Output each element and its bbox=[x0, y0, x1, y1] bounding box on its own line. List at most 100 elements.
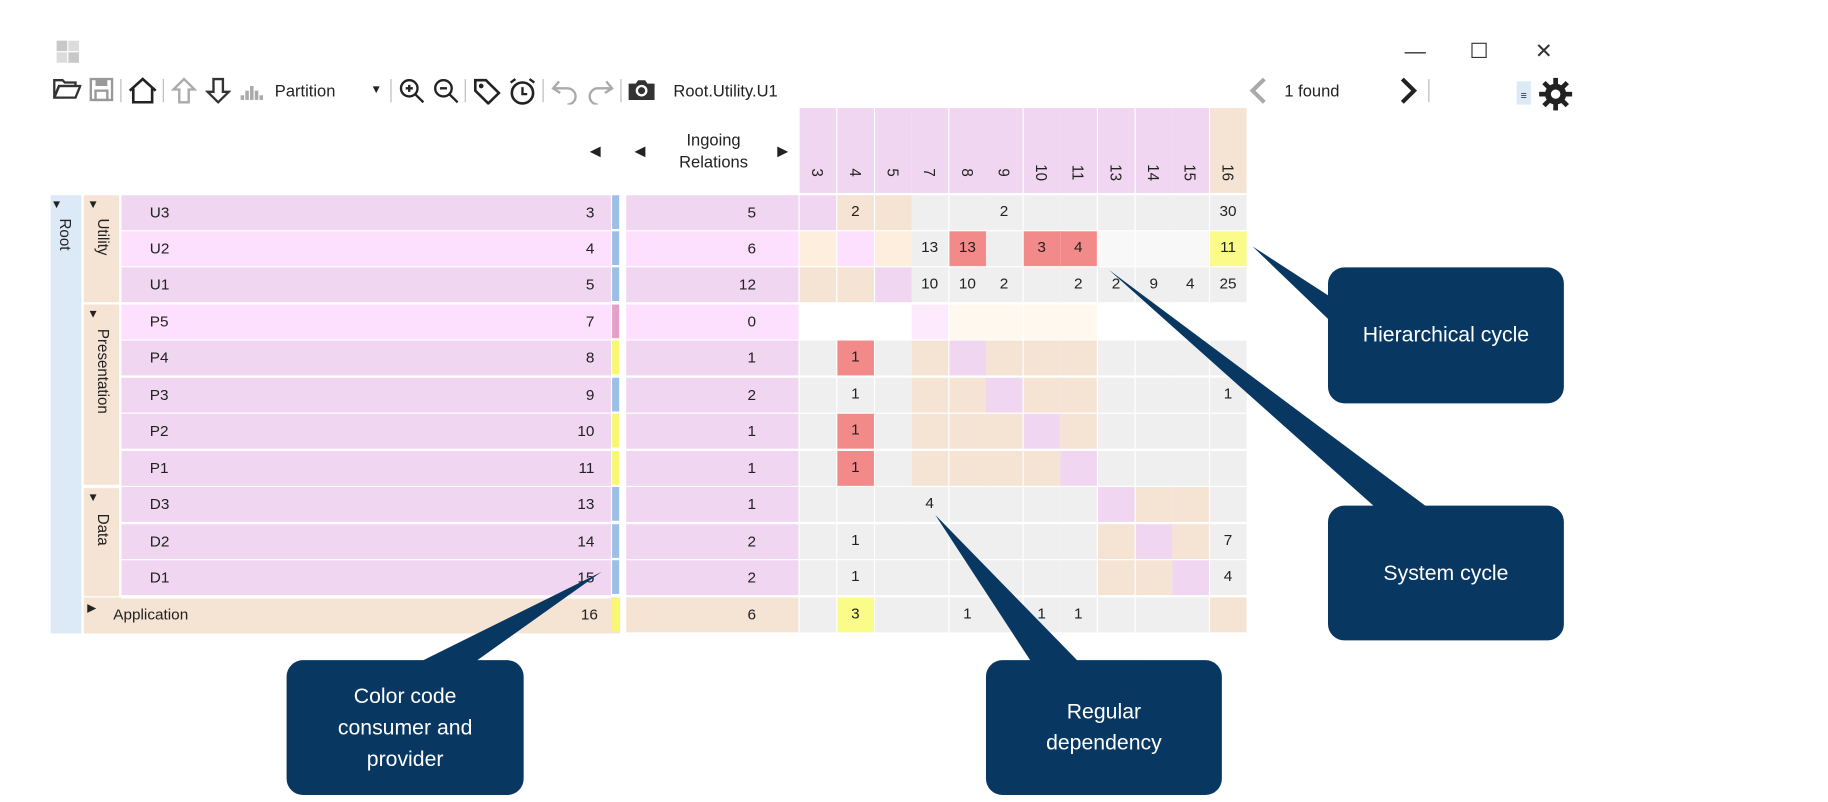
matrix-cell[interactable]: 1 bbox=[837, 413, 876, 452]
zoom-in-icon[interactable] bbox=[396, 77, 427, 105]
application-expand-icon[interactable]: ▶ bbox=[87, 602, 97, 615]
ingoing-relations-cell[interactable]: 12 bbox=[626, 267, 799, 306]
matrix-cell[interactable]: 4 bbox=[911, 487, 951, 525]
matrix-cell[interactable] bbox=[1060, 340, 1099, 379]
matrix-cell[interactable] bbox=[1210, 597, 1249, 636]
close-button[interactable]: ✕ bbox=[1534, 39, 1553, 63]
matrix-cell[interactable] bbox=[1172, 597, 1211, 636]
tag-icon[interactable] bbox=[471, 77, 504, 106]
search-options-icon[interactable]: ≡ bbox=[1516, 81, 1531, 105]
matrix-cell[interactable] bbox=[985, 340, 1025, 379]
partition-label[interactable]: Partition bbox=[274, 81, 336, 100]
matrix-cell[interactable] bbox=[1135, 340, 1175, 379]
move-up-icon[interactable] bbox=[169, 77, 200, 105]
matrix-cell[interactable] bbox=[1172, 487, 1211, 525]
root-expand-icon[interactable]: ▼ bbox=[50, 198, 63, 212]
column-header[interactable]: 7 bbox=[911, 108, 951, 193]
matrix-cell[interactable]: 2 bbox=[985, 267, 1025, 306]
matrix-cell[interactable] bbox=[799, 267, 838, 306]
column-header[interactable]: 11 bbox=[1060, 108, 1099, 193]
matrix-cell[interactable] bbox=[1098, 597, 1137, 636]
utility-expand-icon[interactable]: ▼ bbox=[87, 198, 99, 212]
matrix-cell[interactable] bbox=[1098, 524, 1137, 562]
previous-result-icon[interactable] bbox=[1244, 77, 1272, 105]
collapse-left-icon[interactable]: ◀ bbox=[589, 142, 601, 160]
column-header[interactable]: 15 bbox=[1172, 108, 1211, 193]
matrix-cell[interactable] bbox=[837, 487, 876, 525]
group-utility[interactable] bbox=[83, 195, 120, 303]
matrix-cell[interactable]: 10 bbox=[911, 267, 951, 306]
column-header[interactable]: 9 bbox=[985, 108, 1025, 193]
matrix-cell[interactable] bbox=[1210, 413, 1249, 452]
table-row[interactable]: P4 8 bbox=[121, 340, 611, 379]
ingoing-relations-cell[interactable]: 1 bbox=[626, 413, 799, 452]
matrix-cell[interactable] bbox=[911, 413, 951, 452]
presentation-expand-icon[interactable]: ▼ bbox=[87, 308, 99, 321]
matrix-cell[interactable]: 10 bbox=[949, 267, 988, 306]
matrix-cell[interactable] bbox=[1098, 560, 1137, 599]
matrix-cell[interactable]: 4 bbox=[1210, 560, 1249, 599]
ingoing-relations-cell[interactable]: 1 bbox=[626, 340, 799, 379]
matrix-cell[interactable] bbox=[1060, 487, 1099, 525]
matrix-cell[interactable] bbox=[1060, 413, 1099, 452]
column-header[interactable]: 13 bbox=[1098, 108, 1137, 193]
table-row[interactable]: U1 5 bbox=[121, 267, 611, 306]
matrix-cell[interactable] bbox=[837, 231, 876, 270]
root-band[interactable] bbox=[50, 195, 82, 634]
matrix-cell[interactable] bbox=[875, 413, 914, 452]
matrix-cell[interactable]: 3 bbox=[837, 597, 876, 636]
matrix-cell[interactable] bbox=[1098, 195, 1137, 234]
matrix-cell[interactable] bbox=[1098, 413, 1137, 452]
table-row[interactable]: D3 13 bbox=[121, 487, 611, 525]
matrix-cell[interactable]: 2 bbox=[1060, 267, 1099, 306]
matrix-cell[interactable] bbox=[949, 340, 988, 379]
camera-icon[interactable] bbox=[625, 77, 658, 105]
column-header[interactable]: 4 bbox=[837, 108, 876, 193]
matrix-cell[interactable] bbox=[837, 267, 876, 306]
matrix-cell[interactable] bbox=[799, 413, 838, 452]
minimize-button[interactable]: — bbox=[1404, 39, 1426, 63]
ingoing-right-icon[interactable]: ▶ bbox=[777, 142, 789, 160]
matrix-cell[interactable] bbox=[1098, 487, 1137, 525]
matrix-cell[interactable]: 2 bbox=[985, 195, 1025, 234]
partition-icon[interactable] bbox=[237, 77, 268, 105]
group-presentation[interactable] bbox=[83, 304, 120, 485]
next-result-icon[interactable] bbox=[1394, 77, 1422, 105]
table-row[interactable]: D2 14 bbox=[121, 524, 611, 562]
ingoing-relations-cell[interactable]: 1 bbox=[626, 487, 799, 525]
ingoing-relations-cell[interactable]: 6 bbox=[626, 597, 799, 636]
data-expand-icon[interactable]: ▼ bbox=[87, 491, 99, 505]
maximize-button[interactable]: ☐ bbox=[1469, 39, 1489, 63]
matrix-cell[interactable] bbox=[1060, 560, 1099, 599]
matrix-cell[interactable] bbox=[875, 340, 914, 379]
open-folder-icon[interactable] bbox=[52, 77, 83, 105]
matrix-cell[interactable]: 25 bbox=[1210, 267, 1249, 306]
matrix-cell[interactable] bbox=[875, 560, 914, 599]
zoom-out-icon[interactable] bbox=[430, 77, 461, 105]
matrix-cell[interactable] bbox=[1023, 560, 1063, 599]
group-data[interactable] bbox=[83, 488, 120, 597]
table-row[interactable]: D1 15 bbox=[121, 560, 611, 599]
matrix-cell[interactable] bbox=[799, 560, 838, 599]
column-header[interactable]: 3 bbox=[799, 108, 838, 193]
move-down-icon[interactable] bbox=[203, 77, 234, 105]
gear-icon[interactable] bbox=[1537, 77, 1575, 111]
matrix-cell[interactable] bbox=[1135, 597, 1175, 636]
matrix-cell[interactable]: 1 bbox=[1060, 597, 1099, 636]
matrix-cell[interactable] bbox=[911, 597, 951, 636]
matrix-cell[interactable] bbox=[985, 413, 1025, 452]
home-icon[interactable] bbox=[126, 77, 159, 105]
matrix-cell[interactable] bbox=[799, 597, 838, 636]
matrix-cell[interactable] bbox=[1023, 340, 1063, 379]
matrix-cell[interactable] bbox=[911, 560, 951, 599]
matrix-cell[interactable] bbox=[799, 340, 838, 379]
matrix-cell[interactable] bbox=[1172, 560, 1211, 599]
matrix-cell[interactable] bbox=[1023, 267, 1063, 306]
matrix-cell[interactable] bbox=[1060, 195, 1099, 234]
redo-icon[interactable] bbox=[584, 77, 617, 106]
undo-icon[interactable] bbox=[548, 77, 581, 106]
matrix-cell[interactable] bbox=[911, 340, 951, 379]
matrix-cell[interactable] bbox=[837, 304, 876, 343]
alarm-clock-icon[interactable] bbox=[506, 77, 539, 105]
matrix-cell[interactable] bbox=[1210, 487, 1249, 525]
